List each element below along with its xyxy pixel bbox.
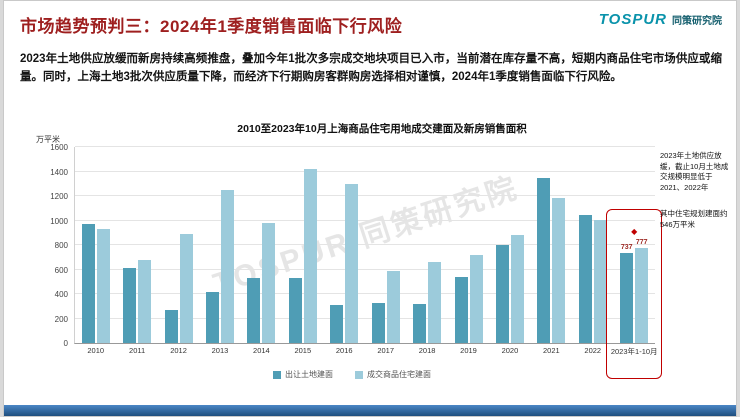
gridline — [75, 293, 655, 294]
legend-swatch-icon — [355, 370, 363, 379]
bottom-accent-bar — [4, 405, 736, 416]
bar-group: 2017 — [365, 147, 406, 355]
y-axis-unit-label: 万平米 — [36, 135, 60, 144]
bar — [247, 278, 261, 343]
bar — [510, 235, 524, 343]
y-tick-label: 1200 — [50, 192, 68, 201]
bar — [386, 270, 400, 343]
x-tick-label: 2023年1-10月 — [610, 347, 658, 356]
gridline — [75, 268, 655, 270]
slide: 市场趋势预判三：2024年1季度销售面临下行风险 TOSPUR 同策研究院 20… — [3, 0, 737, 417]
x-tick-label: 2010 — [87, 346, 105, 355]
bar-group: 2010 — [75, 147, 116, 355]
bar — [330, 305, 344, 343]
bar — [428, 262, 442, 343]
bar-group: 2014 — [241, 147, 282, 355]
bar — [371, 302, 385, 343]
bar-groups: 2010 2011 2012 2013 2014 2015 2016 2017 2018 2019… — [75, 147, 662, 379]
bar — [123, 267, 137, 343]
y-tick-label: 0 — [63, 339, 68, 348]
gridline — [75, 244, 655, 245]
x-tick-label: 2017 — [377, 346, 394, 355]
bar — [138, 259, 152, 343]
x-tick-label: 2018 — [418, 346, 436, 355]
bar — [81, 224, 95, 343]
diamond-marker-icon: ◆ — [631, 226, 638, 236]
bar — [578, 215, 592, 343]
x-tick-label: 2020 — [501, 346, 519, 355]
x-tick-label: 2019 — [460, 346, 477, 355]
bar — [220, 189, 234, 343]
y-tick-label: 200 — [54, 314, 68, 324]
legend-item: 出让土地建面 — [273, 369, 333, 380]
legend-label: 出让土地建面 — [285, 370, 333, 379]
bar — [413, 303, 427, 343]
y-tick-label: 400 — [54, 290, 68, 299]
logo-org-text: 同策研究院 — [672, 16, 722, 27]
bar — [205, 291, 219, 343]
data-label: 777 — [635, 238, 648, 246]
bar — [345, 183, 359, 343]
legend: 出让土地建面 成交商品住宅建面 — [32, 369, 672, 380]
y-tick-label: 600 — [54, 265, 68, 275]
y-tick-label: 800 — [54, 241, 68, 250]
bar — [164, 309, 178, 343]
bar — [469, 254, 483, 343]
x-tick-label: 2022 — [584, 346, 602, 355]
x-tick-label: 2014 — [253, 346, 270, 355]
bar — [96, 229, 110, 343]
bar — [288, 278, 302, 343]
bar-group: 2011 — [116, 147, 157, 355]
annotation-land-supply: 2023年土地供应放缓，截止10月土地成交规模明显低于2021、2022年 — [660, 151, 729, 192]
annotation-residential-area: 其中住宅规划建面约546万平米 — [660, 209, 728, 229]
bar — [495, 245, 509, 343]
bar — [262, 222, 276, 343]
bar-group: 2019 — [448, 147, 489, 355]
y-tick-label: 1400 — [50, 167, 68, 177]
y-tick-label: 1000 — [50, 216, 68, 226]
gridline — [75, 170, 655, 172]
data-label: 737 — [620, 243, 633, 251]
gridline — [75, 317, 655, 319]
bar — [179, 233, 193, 343]
bar-group: 2020 — [489, 147, 530, 355]
tospur-logo-icon: TOSPUR — [598, 11, 667, 28]
gridline — [75, 219, 655, 221]
bar-group: 2021 — [531, 147, 572, 355]
bar: 777 — [635, 239, 649, 343]
bar: 737 — [620, 244, 634, 343]
logo: TOSPUR 同策研究院 — [599, 11, 722, 28]
x-tick-label: 2012 — [170, 346, 187, 355]
gridline — [75, 195, 655, 196]
legend-item: 成交商品住宅建面 — [355, 369, 431, 380]
bar-group: 2016 — [324, 147, 365, 355]
bar-group: 2012 — [158, 147, 199, 355]
bar-group: 737 777 2023年1-10月 ◆ — [606, 147, 662, 379]
chart: 2010至2023年10月上海商品住宅用地成交建面及新房销售面积 万平米 TOS… — [32, 121, 732, 391]
x-tick-label: 2011 — [129, 346, 146, 355]
bar-group: 2013 — [199, 147, 240, 355]
page-title: 市场趋势预判三：2024年1季度销售面临下行风险 — [20, 17, 403, 36]
bar — [537, 177, 551, 343]
legend-swatch-icon — [273, 370, 281, 379]
y-tick-label: 1600 — [50, 143, 68, 152]
x-tick-label: 2013 — [211, 346, 229, 355]
gridline — [75, 146, 655, 147]
bar — [303, 169, 317, 343]
body-text: 2023年土地供应放缓而新房持续高频推盘，叠加今年1批次多宗成交地块项目已入市，… — [20, 53, 722, 83]
plot-area: TOSPUR 同策研究院 2010 2011 2012 2013 2014 2015 201… — [74, 146, 662, 379]
bar-group: 2022 — [572, 147, 613, 355]
bar — [552, 198, 566, 343]
bar-group: 2018 — [406, 147, 447, 355]
bar — [454, 276, 468, 343]
chart-title: 2010至2023年10月上海商品住宅用地成交建面及新房销售面积 — [237, 123, 527, 135]
x-tick-label: 2021 — [543, 346, 560, 355]
x-tick-label: 2016 — [335, 346, 353, 355]
legend-label: 成交商品住宅建面 — [367, 370, 431, 379]
bar — [593, 219, 607, 343]
x-tick-label: 2015 — [294, 346, 312, 355]
bar-group: 2015 — [282, 147, 323, 355]
